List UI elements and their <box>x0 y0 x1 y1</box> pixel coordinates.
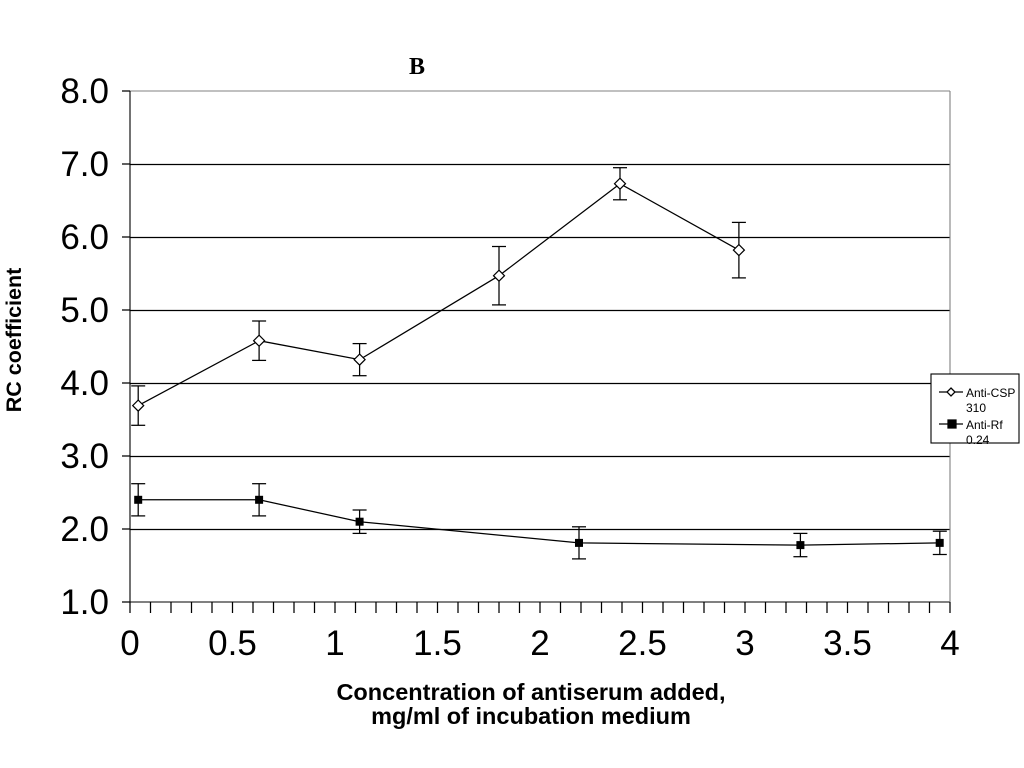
svg-text:3.5: 3.5 <box>823 624 872 663</box>
svg-text:3: 3 <box>735 624 754 663</box>
svg-text:1.0: 1.0 <box>60 583 109 622</box>
svg-text:5.0: 5.0 <box>60 291 109 330</box>
svg-text:3.0: 3.0 <box>60 437 109 476</box>
svg-text:1: 1 <box>325 624 344 663</box>
svg-text:Concentration of antiserum add: Concentration of antiserum added, <box>336 679 725 705</box>
svg-text:Anti-Rf: Anti-Rf <box>966 418 1003 432</box>
svg-text:8.0: 8.0 <box>60 72 109 111</box>
svg-text:310: 310 <box>966 401 986 415</box>
svg-text:7.0: 7.0 <box>60 145 109 184</box>
svg-text:RC coefficient: RC coefficient <box>2 268 26 413</box>
svg-text:mg/ml of incubation medium: mg/ml of incubation medium <box>371 703 691 729</box>
svg-text:4: 4 <box>940 624 959 663</box>
svg-text:Anti-CSP: Anti-CSP <box>966 386 1015 400</box>
svg-text:6.0: 6.0 <box>60 218 109 257</box>
svg-text:2.5: 2.5 <box>618 624 667 663</box>
svg-text:4.0: 4.0 <box>60 364 109 403</box>
svg-text:0.5: 0.5 <box>208 624 257 663</box>
svg-text:1.5: 1.5 <box>413 624 462 663</box>
svg-text:2: 2 <box>530 624 549 663</box>
svg-text:0.24: 0.24 <box>966 433 990 447</box>
svg-text:B: B <box>409 54 425 80</box>
svg-text:0: 0 <box>120 624 139 663</box>
svg-text:2.0: 2.0 <box>60 510 109 549</box>
